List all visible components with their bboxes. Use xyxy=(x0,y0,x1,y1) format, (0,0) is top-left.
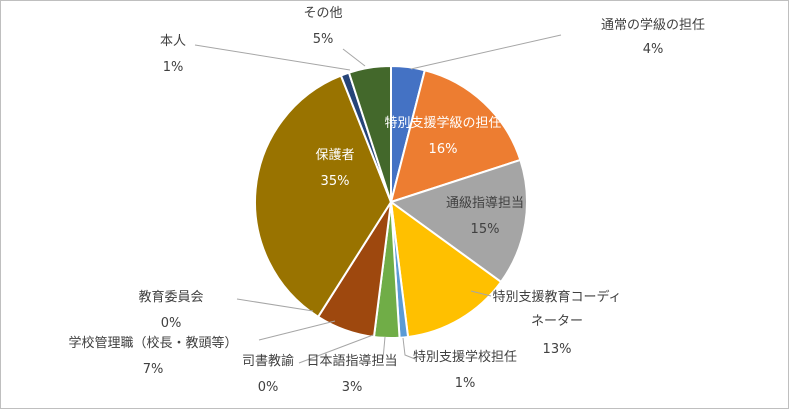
category-label: ネーター xyxy=(531,314,583,329)
category-label: 保護者 xyxy=(315,147,354,163)
category-label: 学校管理職（校長・教頭等） xyxy=(68,335,237,351)
leader-line xyxy=(258,320,336,341)
value-label: 3% xyxy=(342,380,363,395)
category-label: 教育委員会 xyxy=(138,289,203,305)
category-label: 特別支援学級の担任 xyxy=(384,115,501,131)
leader-line xyxy=(382,336,386,360)
leader-line xyxy=(470,290,492,297)
value-label: 16% xyxy=(429,142,458,157)
pie-slice xyxy=(347,64,392,203)
value-label: 35% xyxy=(321,174,350,189)
category-label: 通常の学級の担任 xyxy=(601,17,705,33)
value-label: 0% xyxy=(161,316,182,331)
leader-line xyxy=(236,298,314,312)
value-label: 0% xyxy=(258,380,279,395)
value-label: 13% xyxy=(543,342,572,357)
pie-slice xyxy=(389,199,503,339)
data-labels: 通常の学級の担任 4% 特別支援学級の担任 16% 通級指導担当 15% 特別支援教育コーデ… xyxy=(68,6,705,395)
leader-line xyxy=(298,334,374,364)
pie-slice xyxy=(254,74,393,319)
value-label: 1% xyxy=(163,60,184,75)
leader-line xyxy=(194,44,351,71)
value-label: 5% xyxy=(313,32,334,47)
category-label: 通級指導担当 xyxy=(446,196,524,211)
leader-line xyxy=(402,337,416,360)
value-label: 4% xyxy=(643,42,664,57)
category-label: その他 xyxy=(303,6,342,21)
pie-slice xyxy=(388,158,528,284)
leader-lines xyxy=(194,34,562,364)
leader-line xyxy=(410,34,562,70)
value-label: 7% xyxy=(143,362,164,377)
category-label: 日本語指導担当 xyxy=(306,353,397,369)
pie-slice xyxy=(389,69,522,204)
category-label: 本人 xyxy=(160,34,186,49)
leader-line xyxy=(342,48,366,67)
value-label: 1% xyxy=(455,376,476,391)
value-label: 15% xyxy=(471,222,500,237)
pie-slices xyxy=(254,64,528,339)
category-label: 司書教諭 xyxy=(242,353,294,369)
category-label: 特別支援教育コーディ xyxy=(492,289,621,305)
category-label: 特別支援学校担任 xyxy=(413,349,517,365)
